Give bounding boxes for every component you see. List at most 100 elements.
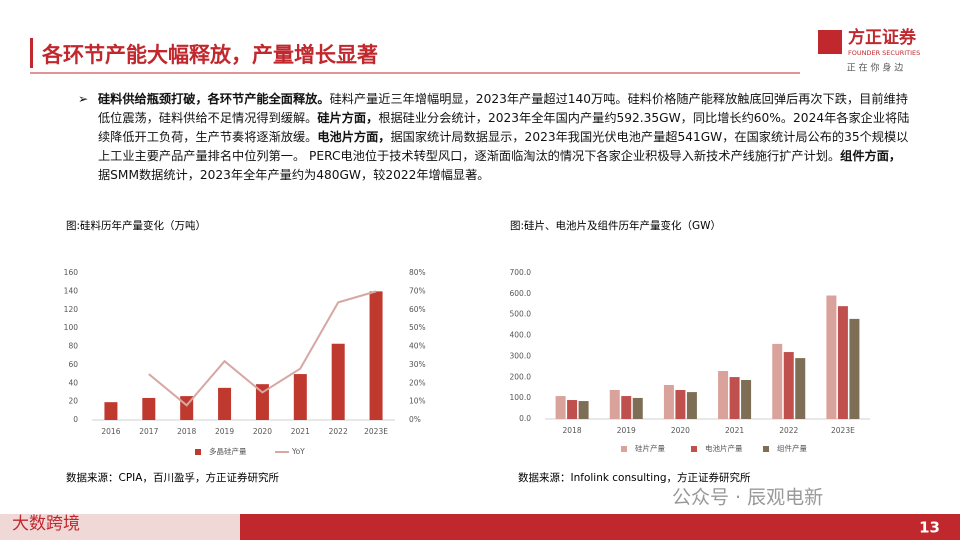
y-tick-label: 700.0 bbox=[510, 268, 532, 277]
x-tick-label: 2021 bbox=[725, 426, 744, 435]
bar bbox=[783, 352, 794, 419]
x-tick-label: 2022 bbox=[329, 427, 348, 436]
y2-tick-label: 80% bbox=[409, 268, 426, 277]
brand: 大数跨境 bbox=[12, 514, 80, 534]
y-tick-label: 600.0 bbox=[510, 289, 532, 298]
y2-tick-label: 10% bbox=[409, 397, 426, 406]
legend-swatch bbox=[621, 446, 627, 452]
y-tick-label: 20 bbox=[68, 397, 78, 406]
bar bbox=[772, 343, 783, 419]
y2-tick-label: 50% bbox=[409, 323, 426, 332]
logo: 方正证券 bbox=[848, 27, 917, 48]
chart-title: 图:硅料历年产量变化（万吨） bbox=[66, 219, 206, 232]
legend-label: YoY bbox=[291, 447, 305, 456]
y-tick-label: 0 bbox=[73, 415, 78, 424]
y-tick-label: 80 bbox=[68, 342, 78, 351]
y-tick-label: 140 bbox=[64, 286, 79, 295]
bar bbox=[675, 390, 686, 419]
y-tick-label: 160 bbox=[64, 268, 79, 277]
bar bbox=[632, 397, 643, 419]
bar bbox=[331, 343, 345, 420]
bar bbox=[663, 385, 674, 419]
y-tick-label: 400.0 bbox=[510, 331, 532, 340]
footer-fade bbox=[0, 514, 240, 540]
bar bbox=[255, 384, 269, 420]
x-tick-label: 2019 bbox=[617, 426, 636, 435]
bar bbox=[218, 387, 232, 420]
y-tick-label: 300.0 bbox=[510, 351, 532, 360]
slogan: 正 在 你 身 边 bbox=[847, 62, 903, 74]
x-tick-label: 2020 bbox=[253, 427, 272, 436]
bar bbox=[567, 400, 578, 419]
legend-label: 硅片产量 bbox=[635, 443, 665, 453]
bar bbox=[555, 396, 566, 419]
y-tick-label: 200.0 bbox=[510, 372, 532, 381]
y-tick-label: 40 bbox=[68, 378, 78, 387]
paragraph-segment: 根据硅业分会统计，2023年全年国内产量约592.35GW，同比增长约60%。2… bbox=[98, 111, 910, 144]
x-tick-label: 2022 bbox=[779, 426, 798, 435]
bar bbox=[837, 306, 848, 419]
y2-tick-label: 60% bbox=[409, 305, 426, 314]
watermark: 公众号 · 辰观电新 bbox=[672, 487, 823, 509]
x-tick-label: 2019 bbox=[215, 427, 234, 436]
bar bbox=[104, 402, 118, 420]
bar bbox=[741, 379, 752, 419]
paragraph-segment: 据国家统计局数据显示，2023年我国光伏电池产量超541GW，在国家统计局公布的… bbox=[98, 130, 909, 163]
legend-label: 多晶硅产量 bbox=[209, 446, 247, 456]
x-tick-label: 2021 bbox=[291, 427, 310, 436]
legend-label: 组件产量 bbox=[777, 443, 807, 453]
bar bbox=[718, 371, 729, 419]
bar bbox=[293, 374, 307, 420]
paragraph-segment: 硅料产量近三年增幅明显，2023年产量超过140万吨。硅料价格随产能释放触底回弹… bbox=[98, 92, 908, 125]
legend-swatch bbox=[763, 446, 769, 452]
line-series bbox=[148, 290, 377, 407]
chart-source: 数据来源：CPIA，百川盈孚，方正证券研究所 bbox=[66, 471, 279, 484]
bar bbox=[621, 396, 632, 419]
bar bbox=[849, 318, 860, 419]
bar bbox=[826, 295, 837, 419]
bar bbox=[142, 397, 156, 420]
bar bbox=[729, 377, 740, 419]
bar bbox=[686, 392, 697, 419]
y-tick-label: 100 bbox=[64, 323, 79, 332]
bar bbox=[609, 390, 620, 419]
y2-tick-label: 0% bbox=[409, 415, 421, 424]
bar bbox=[369, 291, 383, 420]
x-tick-label: 2018 bbox=[563, 426, 582, 435]
legend-label: 电池片产量 bbox=[705, 443, 743, 453]
title-accent bbox=[30, 38, 33, 68]
x-tick-label: 2023E bbox=[364, 427, 388, 436]
bar bbox=[578, 401, 589, 419]
x-tick-label: 2023E bbox=[831, 426, 855, 435]
y-tick-label: 100.0 bbox=[510, 393, 532, 402]
y2-tick-label: 70% bbox=[409, 286, 426, 295]
y2-tick-label: 20% bbox=[409, 378, 426, 387]
x-tick-label: 2016 bbox=[101, 427, 120, 436]
y-tick-label: 60 bbox=[68, 360, 78, 369]
legend-swatch bbox=[195, 449, 201, 455]
legend-swatch bbox=[691, 446, 697, 452]
paragraph-segment: 硅料供给瓶颈打破，各环节产能全面释放。 bbox=[98, 92, 330, 106]
chart-source: 数据来源：Infolink consulting，方正证券研究所 bbox=[518, 471, 751, 484]
paragraph-segment: 电池片方面， bbox=[317, 130, 391, 144]
page-number: 13 bbox=[919, 519, 940, 537]
x-tick-label: 2017 bbox=[139, 427, 158, 436]
bar bbox=[795, 358, 806, 419]
y-tick-label: 500.0 bbox=[510, 310, 532, 319]
bullet-paragraph: 硅料供给瓶颈打破，各环节产能全面释放。硅料产量近三年增幅明显，2023年产量超过… bbox=[78, 90, 910, 185]
chart-title: 图:硅片、电池片及组件历年产量变化（GW） bbox=[510, 219, 721, 232]
logo-en: FOUNDER SECURITIES bbox=[848, 49, 920, 57]
y2-tick-label: 40% bbox=[409, 342, 426, 351]
paragraph-segment: 组件方面， bbox=[840, 149, 902, 163]
x-tick-label: 2020 bbox=[671, 426, 690, 435]
y-tick-label: 120 bbox=[64, 305, 79, 314]
logo-icon bbox=[818, 30, 842, 54]
y-tick-label: 0.0 bbox=[519, 414, 531, 423]
x-tick-label: 2018 bbox=[177, 427, 196, 436]
y2-tick-label: 30% bbox=[409, 360, 426, 369]
paragraph-segment: 硅片方面， bbox=[317, 111, 379, 125]
slide-title: 各环节产能大幅释放，产量增长显著 bbox=[41, 43, 378, 67]
paragraph-segment: 据SMM数据统计，2023年全年产量约为480GW，较2022年增幅显著。 bbox=[98, 168, 490, 182]
